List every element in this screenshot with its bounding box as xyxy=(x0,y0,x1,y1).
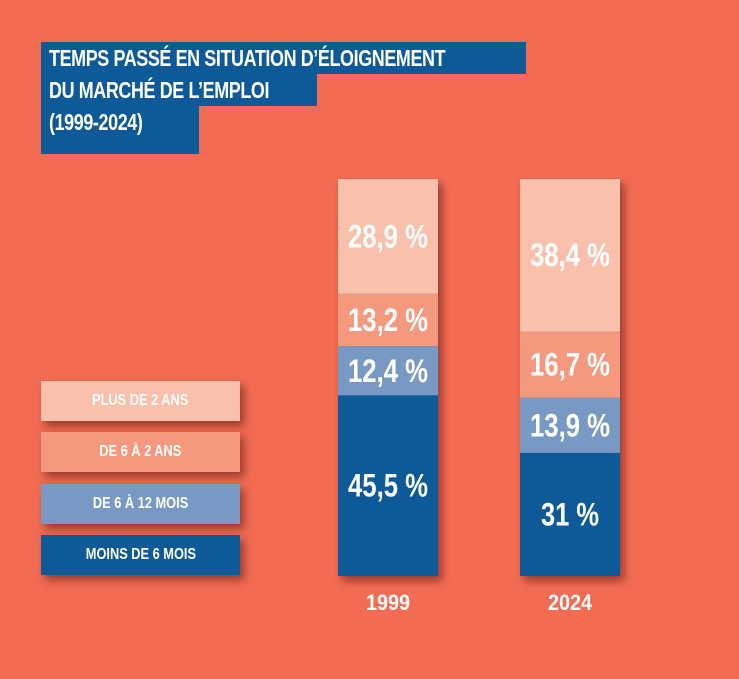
bar-segment-2024-2 xyxy=(520,331,620,398)
bar-2024: 31 % 13,9 % 16,7 % 38,4 % xyxy=(520,179,620,576)
data-label-1999-1: 12,4 % xyxy=(348,353,428,389)
data-label-2024-1: 13,9 % xyxy=(530,407,610,443)
legend-item-moins-de-6-mois: MOINS DE 6 MOIS xyxy=(41,535,240,575)
data-label-2024-2: 16,7 % xyxy=(530,347,610,383)
bar-segment-2024-1 xyxy=(520,397,620,453)
legend-item-6-a-12-mois: DE 6 À 12 MOIS xyxy=(41,484,240,524)
bar-segment-1999-2 xyxy=(338,293,438,347)
bar-segment-1999-1 xyxy=(338,346,438,396)
chart-title-line-3: (1999-2024) xyxy=(41,106,199,154)
data-label-1999-3: 28,9 % xyxy=(348,218,428,254)
data-label-2024-3: 38,4 % xyxy=(530,237,610,273)
legend-item-plus-de-2-ans: PLUS DE 2 ANS xyxy=(41,381,240,421)
legend-item-6-a-2-ans: DE 6 À 2 ANS xyxy=(41,432,240,472)
bar-segment-2024-0 xyxy=(520,452,620,576)
chart-title-line-2: DU MARCHÉ DE L’EMPLOI xyxy=(41,74,317,106)
bar-segment-1999-0 xyxy=(338,395,438,576)
bar-segment-2024-3 xyxy=(520,179,620,332)
x-tick-label-1999: 1999 xyxy=(366,590,410,615)
bar-segment-1999-3 xyxy=(338,179,438,294)
chart-title-line-1: TEMPS PASSÉ EN SITUATION D’ÉLOIGNEMENT xyxy=(41,42,526,74)
data-label-1999-0: 45,5 % xyxy=(348,468,428,504)
bar-1999: 45,5 % 12,4 % 13,2 % 28,9 % xyxy=(338,179,438,576)
data-label-2024-0: 31 % xyxy=(541,496,599,532)
x-tick-label-2024: 2024 xyxy=(548,590,593,615)
data-label-1999-2: 13,2 % xyxy=(348,302,428,338)
